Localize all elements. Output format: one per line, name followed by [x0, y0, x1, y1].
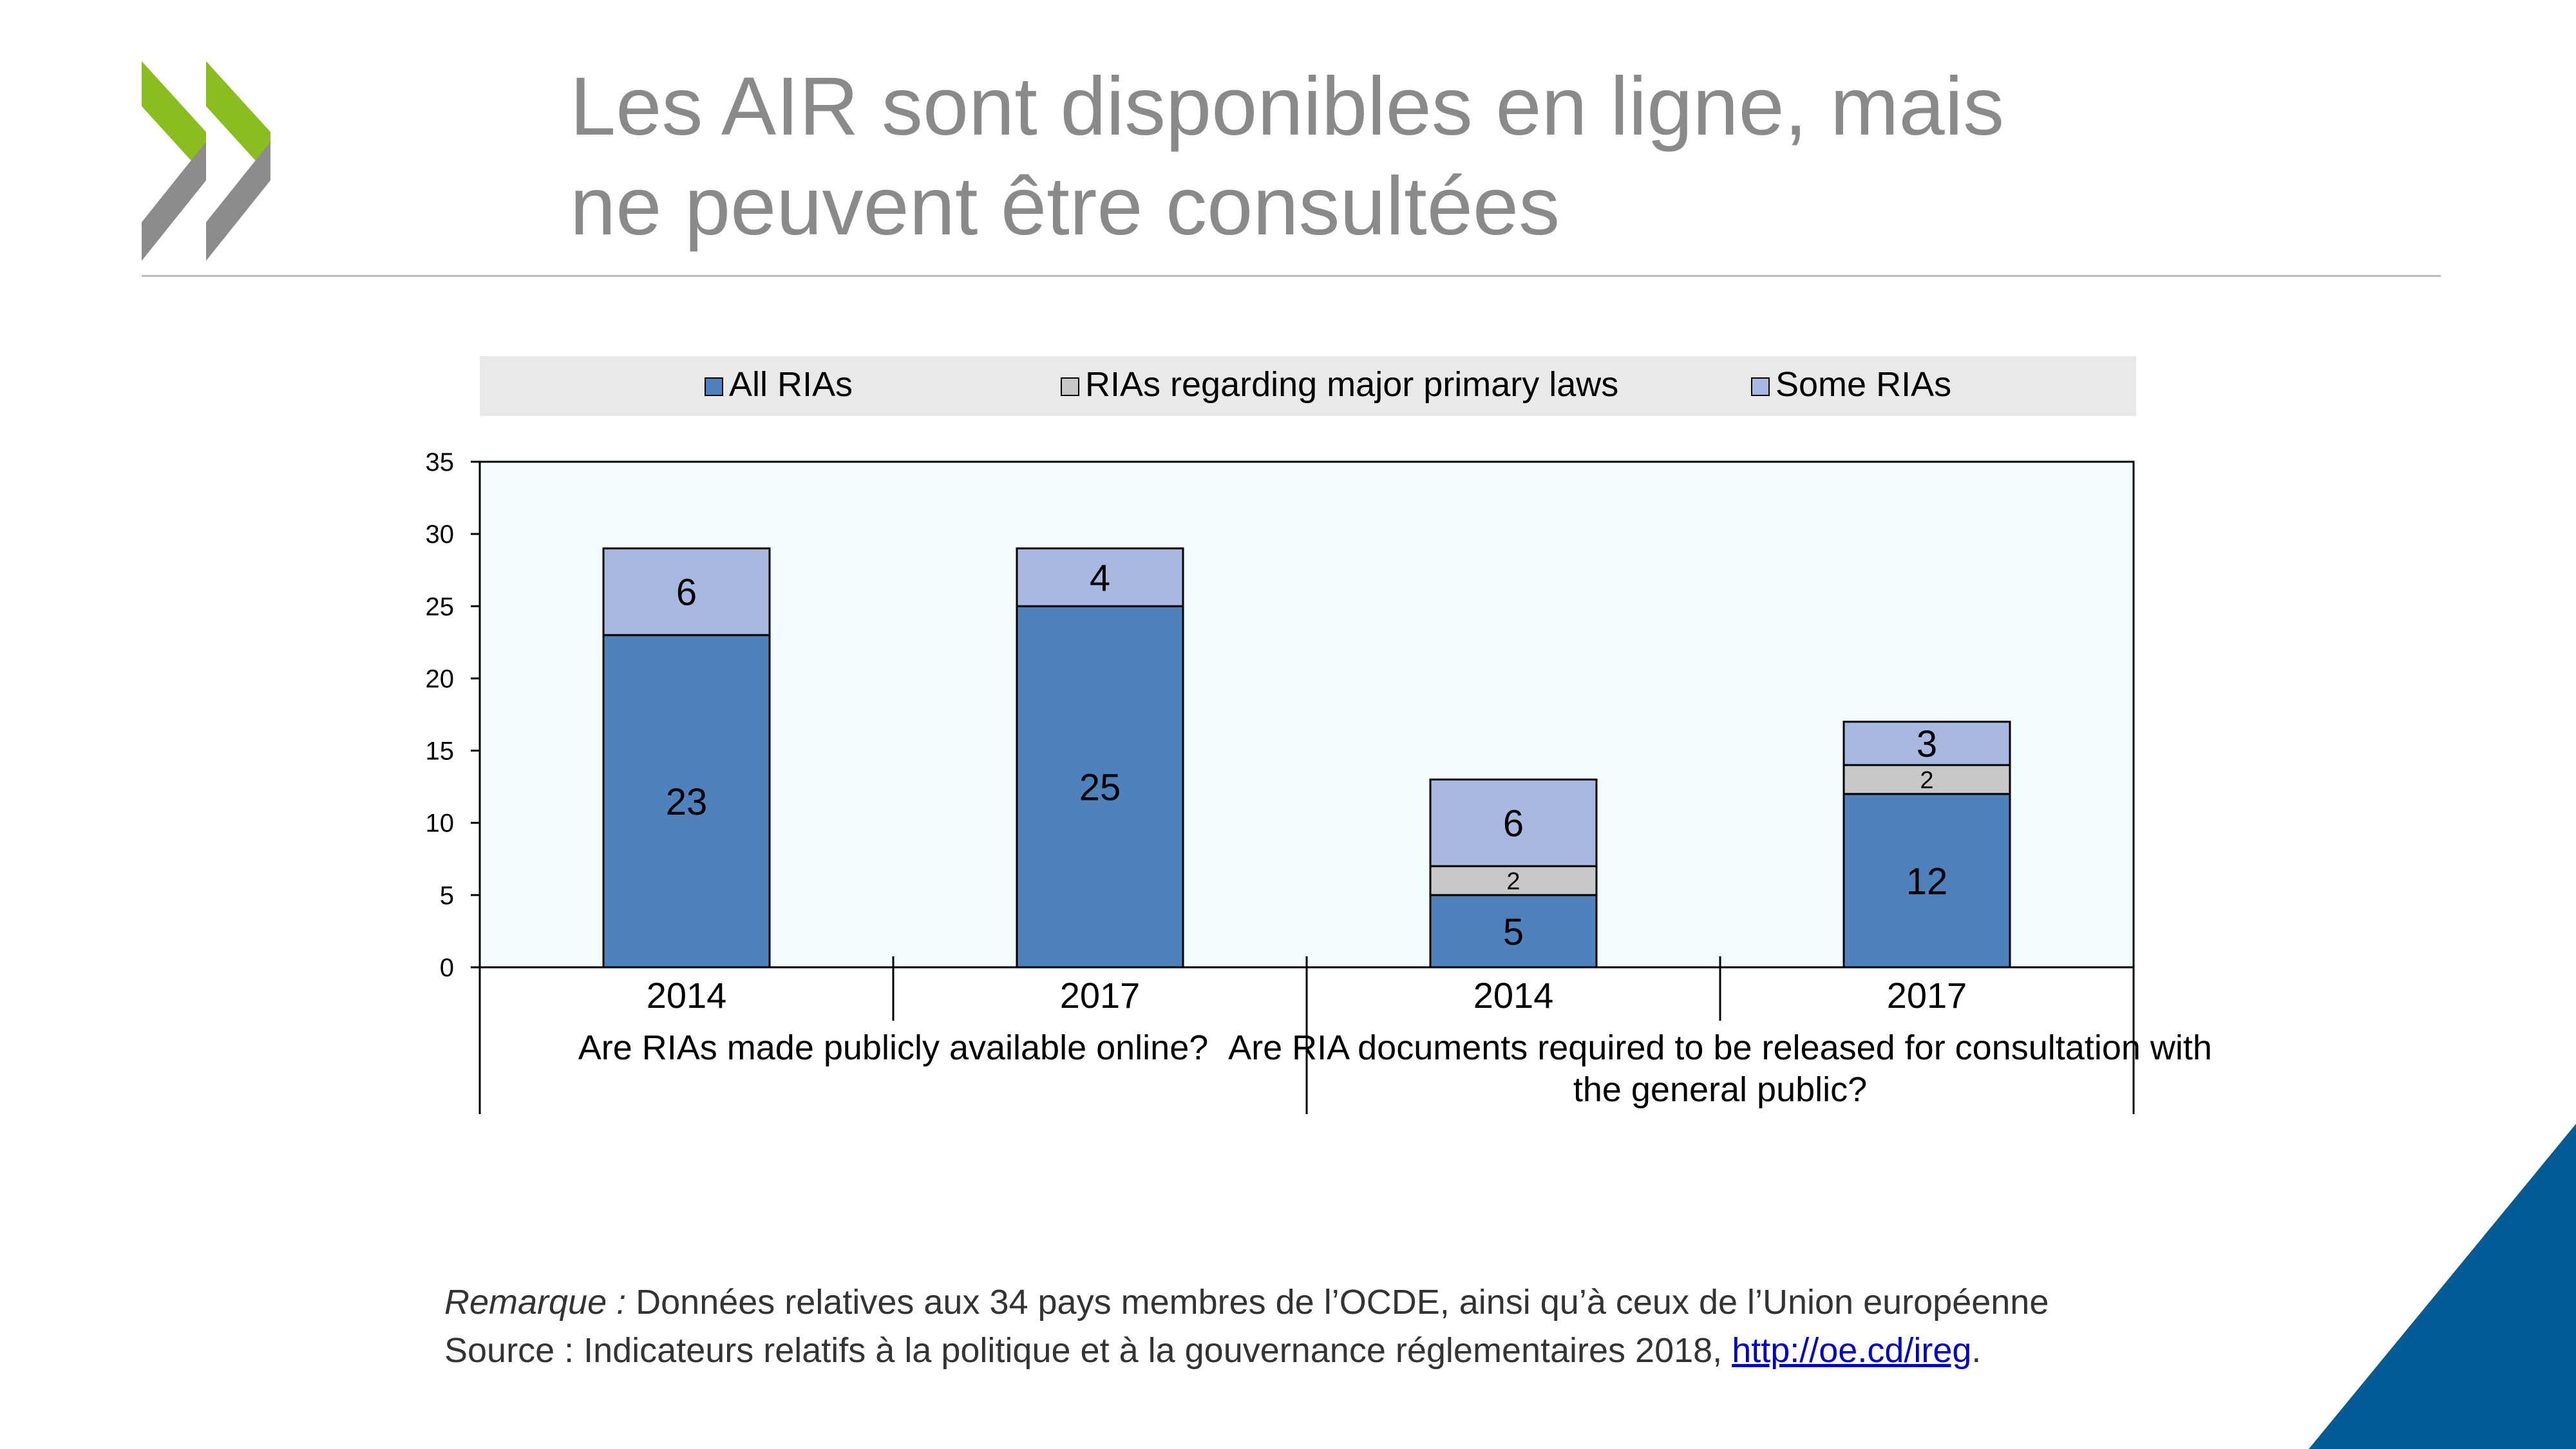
data-label-0-series-0: 23 [666, 781, 708, 823]
bar-1-series-0 [1016, 605, 1184, 969]
data-label-3-series-2: 3 [1917, 723, 1937, 765]
bar-3-series-2 [1842, 721, 2011, 766]
group-label-1-line-2: the general public? [1573, 1070, 1867, 1109]
x-tick-label-3: 2017 [1887, 975, 1967, 1016]
y-tick-label-0: 0 [440, 954, 454, 982]
logo-chevron-green-left [142, 61, 206, 177]
source-line: Source : Indicateurs relatifs à la polit… [444, 1327, 2049, 1375]
data-label-2-series-1: 2 [1506, 868, 1520, 895]
y-tick-label-15: 15 [426, 737, 455, 766]
x-tick-label-1: 2017 [1060, 975, 1141, 1016]
slide-title-line-2: ne peuvent être consultées [570, 160, 1560, 252]
source-text: Source : Indicateurs relatifs à la polit… [444, 1331, 1732, 1370]
logo-chevron-grey-left [142, 142, 206, 261]
y-tick-label-35: 35 [426, 448, 455, 477]
y-tick-label-5: 5 [440, 882, 454, 910]
x-tick-label-2: 2014 [1473, 975, 1554, 1016]
chart-notes: Remarque : Données relatives aux 34 pays… [444, 1278, 2049, 1375]
source-link[interactable]: http://oe.cd/ireg [1732, 1331, 1972, 1370]
data-label-1-series-2: 4 [1090, 557, 1110, 599]
legend-label-0: All RIAs [729, 365, 853, 404]
legend-label-1: RIAs regarding major primary laws [1085, 365, 1618, 404]
remark-line: Remarque : Données relatives aux 34 pays… [444, 1278, 2049, 1327]
legend-swatch-1 [1061, 377, 1079, 396]
title-divider [142, 275, 2441, 277]
bar-2-series-2 [1429, 778, 1598, 867]
bar-0-series-2 [602, 547, 771, 636]
bar-1-series-2 [1016, 547, 1184, 607]
y-tick-label-25: 25 [426, 592, 455, 621]
group-label-0: Are RIAs made publicly available online? [578, 1028, 1209, 1067]
source-end: . [1971, 1331, 1982, 1370]
legend-background [480, 356, 2136, 416]
data-label-3-series-1: 2 [1920, 767, 1933, 794]
y-tick-label-10: 10 [426, 810, 455, 838]
legend-swatch-0 [705, 377, 723, 396]
slide-title-line-1: Les AIR sont disponibles en ligne, mais [570, 61, 2005, 153]
y-tick-label-30: 30 [426, 520, 455, 549]
data-label-2-series-2: 6 [1503, 803, 1524, 845]
logo-chevron-green-right [206, 61, 270, 177]
legend-swatch-2 [1751, 377, 1770, 396]
bar-0-series-0 [602, 634, 771, 969]
legend-label-2: Some RIAs [1776, 365, 1951, 404]
remark-label: Remarque : [444, 1283, 627, 1321]
data-label-2-series-0: 5 [1503, 911, 1524, 953]
y-tick-label-20: 20 [426, 665, 455, 693]
oecd-logo-icon [142, 61, 270, 261]
data-label-1-series-0: 25 [1079, 767, 1121, 809]
data-label-3-series-0: 12 [1906, 860, 1948, 902]
data-label-0-series-2: 6 [676, 572, 697, 614]
x-tick-label-0: 2014 [647, 975, 727, 1016]
bar-2-series-1 [1429, 865, 1598, 896]
group-label-1-line-1: Are RIA documents required to be release… [1228, 1028, 2212, 1067]
bar-3-series-0 [1842, 793, 2011, 969]
logo-chevron-grey-right [206, 142, 270, 261]
slide-title: Les AIR sont disponibles en ligne, mais … [570, 57, 2438, 256]
remark-text: Données relatives aux 34 pays membres de… [626, 1283, 2049, 1321]
